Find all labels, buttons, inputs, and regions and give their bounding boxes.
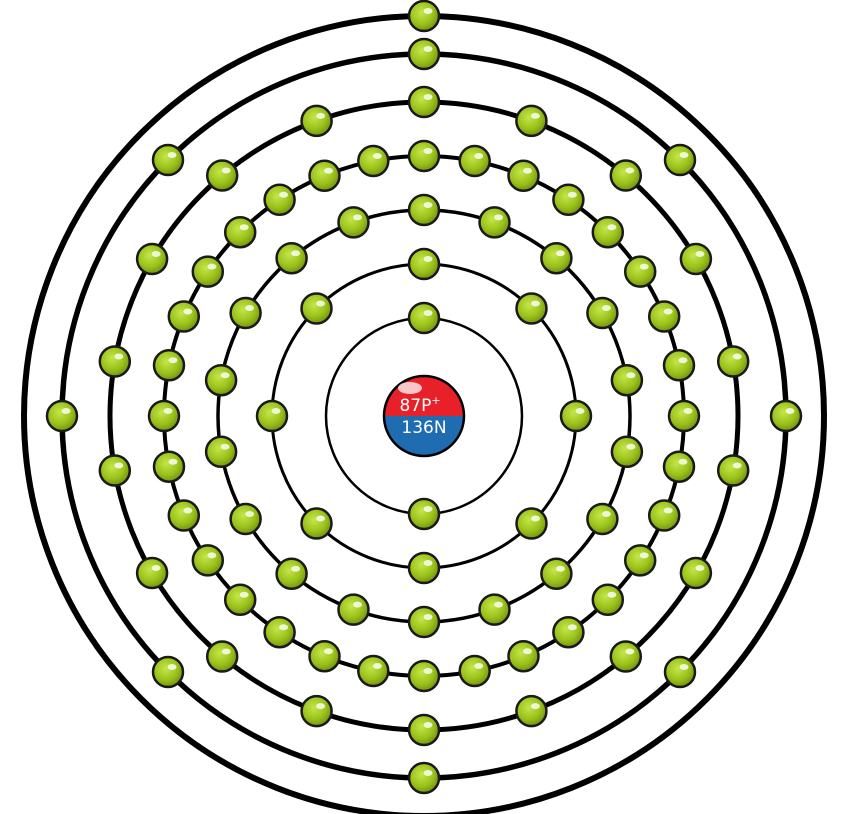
electron (191, 544, 225, 577)
electron (407, 193, 441, 227)
electron (716, 345, 750, 378)
electron (623, 255, 657, 288)
electron (223, 583, 257, 617)
neutron-count: 136N (401, 418, 446, 438)
electron (507, 159, 540, 193)
electron (662, 349, 696, 382)
electron (357, 654, 390, 688)
electron (647, 499, 681, 532)
electron (204, 435, 238, 469)
electron (458, 144, 491, 178)
electron (540, 557, 573, 591)
electron (663, 143, 697, 177)
electron (647, 300, 681, 333)
proton-count: 87P+ (399, 394, 440, 416)
electron (152, 450, 186, 483)
electron (300, 292, 333, 325)
electron (623, 544, 657, 577)
electron (586, 502, 619, 536)
electron (263, 615, 296, 649)
electron (609, 640, 643, 673)
electron (716, 454, 750, 487)
electron (591, 583, 625, 617)
electron (275, 241, 308, 275)
electron (191, 255, 225, 288)
electron (515, 292, 548, 325)
electron (229, 502, 262, 536)
electron (540, 241, 573, 275)
electron (610, 363, 644, 397)
electron (769, 399, 803, 433)
electron (586, 296, 619, 330)
electron (515, 694, 548, 728)
electron (98, 345, 132, 378)
electron (135, 242, 169, 276)
electron (515, 507, 548, 540)
electron (407, 497, 441, 531)
electron (407, 37, 441, 71)
electron (407, 713, 441, 747)
electron (308, 639, 341, 673)
electron (151, 655, 185, 689)
electron (407, 301, 441, 335)
electron (515, 104, 548, 138)
electron (679, 242, 713, 276)
electron (667, 399, 701, 433)
electron (275, 557, 308, 591)
electron (147, 399, 181, 433)
electron (407, 0, 441, 33)
electron (152, 349, 186, 382)
electron (167, 300, 201, 333)
electron (229, 296, 262, 330)
electron (357, 144, 390, 178)
electron (407, 139, 441, 173)
electron (263, 183, 296, 217)
electron (205, 640, 239, 673)
electron (507, 639, 540, 673)
electron (662, 450, 696, 483)
electron (300, 507, 333, 540)
electron (591, 215, 625, 249)
electron (255, 399, 289, 433)
electron (559, 399, 593, 433)
electron (205, 159, 239, 192)
electron (151, 143, 185, 177)
electron (478, 206, 511, 239)
electron (167, 499, 201, 532)
electron (407, 659, 441, 693)
electron (407, 247, 441, 281)
electron (98, 454, 132, 487)
electron (308, 159, 341, 193)
electron (300, 694, 333, 728)
electron (552, 615, 585, 649)
electron (407, 85, 441, 119)
electron (204, 363, 238, 397)
electron (552, 183, 585, 217)
electron (407, 761, 441, 795)
nucleus-outline (382, 374, 466, 458)
electron-layer (45, 0, 803, 795)
electron (337, 593, 370, 626)
electron (679, 556, 713, 590)
electron (407, 605, 441, 639)
nucleus: 87P+ 136N (382, 374, 466, 458)
electron (610, 435, 644, 469)
electron (663, 655, 697, 689)
electron (337, 206, 370, 239)
electron (458, 654, 491, 688)
electron (407, 551, 441, 585)
electron (135, 556, 169, 590)
electron (300, 104, 333, 138)
electron (609, 159, 643, 192)
nucleus-highlight (398, 382, 422, 394)
electron (45, 399, 79, 433)
electron (478, 593, 511, 626)
electron (223, 215, 257, 249)
